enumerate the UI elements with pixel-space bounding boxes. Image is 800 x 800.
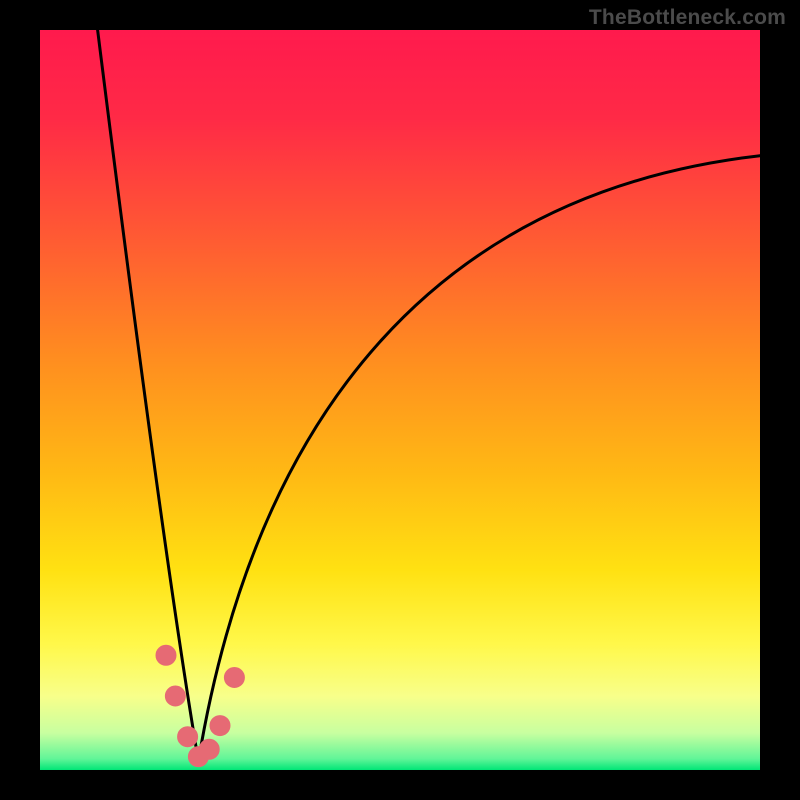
curve-layer — [40, 30, 760, 770]
marker-dot — [224, 668, 244, 688]
frame-bottom — [0, 770, 800, 800]
frame-left — [0, 0, 40, 800]
marker-dot — [210, 716, 230, 736]
chart-root: TheBottleneck.com — [0, 0, 800, 800]
bottleneck-curve — [98, 30, 760, 761]
marker-dot — [156, 645, 176, 665]
frame-right — [760, 0, 800, 800]
marker-group — [156, 645, 244, 766]
marker-dot — [178, 727, 198, 747]
plot-area — [40, 30, 760, 770]
watermark-text: TheBottleneck.com — [589, 6, 786, 30]
marker-dot — [199, 739, 219, 759]
marker-dot — [165, 686, 185, 706]
